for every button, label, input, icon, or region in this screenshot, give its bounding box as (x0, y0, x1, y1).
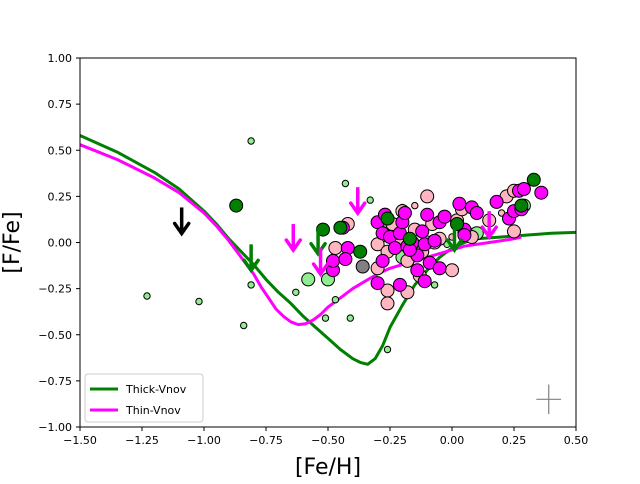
arrow-head (309, 241, 327, 257)
data-point (247, 281, 255, 289)
data-point (292, 288, 300, 296)
data-point (240, 321, 248, 330)
x-tick-label: −0.75 (249, 434, 283, 447)
data-point (247, 137, 255, 145)
data-point (534, 185, 549, 200)
legend-label-thick: Thick-Vnov (125, 383, 187, 396)
data-point (353, 244, 368, 259)
x-tick-label: 0.50 (564, 434, 589, 447)
x-tick-label: −0.50 (311, 434, 345, 447)
arrow-head (480, 225, 498, 241)
upper-limit-arrow (445, 224, 464, 254)
y-axis-ticks: −1.00 −0.75 −0.50 −0.25 0.00 0.25 0.50 0.75 1.00 (38, 52, 80, 434)
data-point (370, 276, 385, 291)
data-point (469, 206, 484, 220)
data-point (516, 182, 531, 196)
arrow-head (172, 221, 191, 237)
data-point (420, 207, 435, 222)
data-point (380, 296, 395, 311)
data-point (417, 274, 432, 289)
y-tick-label: 0.50 (48, 144, 73, 157)
data-point (229, 198, 244, 213)
upper-limit-arrow (311, 248, 330, 278)
y-tick-label: −0.75 (38, 375, 72, 388)
y-axis-label: [F/Fe] (0, 211, 25, 273)
arrow-head (242, 258, 260, 274)
arrow-head (284, 238, 303, 254)
data-point (383, 345, 392, 354)
data-point (430, 281, 439, 289)
arrow-head (311, 262, 330, 278)
data-point (375, 253, 390, 268)
data-point (489, 194, 504, 209)
data-point (331, 296, 340, 304)
upper-limit-arrows (172, 187, 498, 278)
data-point (301, 272, 316, 287)
upper-limit-arrow (284, 224, 303, 254)
data-point (143, 292, 151, 300)
x-tick-label: −1.50 (63, 434, 97, 447)
upper-limit-arrow (480, 211, 498, 241)
data-point (388, 241, 402, 255)
data-point (415, 224, 430, 239)
y-tick-label: 0.25 (48, 190, 73, 203)
x-tick-label: −1.00 (187, 434, 221, 447)
y-tick-label: 0.00 (48, 237, 73, 250)
data-point (355, 259, 370, 274)
data-point (341, 179, 350, 188)
x-axis-label: [Fe/H] (295, 455, 361, 480)
data-point (321, 314, 330, 322)
data-point (195, 297, 203, 306)
data-point (410, 263, 425, 278)
data-point (420, 189, 435, 204)
data-point (346, 314, 354, 322)
legend-label-thin: Thin-Vnov (125, 404, 181, 417)
data-point (514, 198, 529, 213)
data-points (143, 137, 549, 354)
x-tick-label: 0.00 (440, 434, 465, 447)
legend: Thick-Vnov Thin-Vnov (84, 373, 204, 423)
data-point (427, 233, 442, 248)
upper-limit-arrow (349, 187, 367, 217)
data-point (452, 196, 467, 211)
x-tick-label: 0.25 (502, 434, 527, 447)
data-point (411, 201, 419, 210)
model-line-thick (80, 134, 576, 366)
data-point (392, 277, 407, 292)
data-point (437, 209, 452, 224)
model-lines (80, 134, 576, 366)
arrow-head (445, 238, 464, 254)
x-axis-ticks: −1.50 −1.25 −1.00 −0.75 −0.50 −0.25 0.00 0.25 0.… (63, 427, 588, 447)
y-tick-label: −1.00 (38, 421, 72, 434)
arrow-head (349, 201, 367, 217)
y-tick-label: 0.75 (48, 98, 73, 111)
data-point (366, 196, 374, 204)
data-point (432, 261, 447, 276)
data-point (397, 206, 412, 220)
typical-error-bar (536, 384, 562, 415)
data-point (380, 211, 395, 226)
y-tick-label: −0.50 (38, 329, 72, 342)
data-point (328, 241, 343, 255)
data-point (338, 252, 353, 267)
x-tick-label: −1.25 (125, 434, 159, 447)
upper-limit-arrow (242, 244, 260, 274)
y-tick-label: 1.00 (48, 52, 73, 65)
data-point (445, 263, 459, 278)
x-tick-label: −0.25 (373, 434, 407, 447)
plot-frame (79, 57, 577, 428)
data-point (402, 231, 417, 246)
data-point (507, 224, 521, 239)
data-point (526, 172, 541, 187)
upper-limit-arrow (172, 207, 191, 237)
data-point (333, 220, 348, 235)
data-point (450, 217, 464, 231)
upper-limit-arrow (309, 227, 327, 257)
y-tick-label: −0.25 (38, 283, 72, 296)
